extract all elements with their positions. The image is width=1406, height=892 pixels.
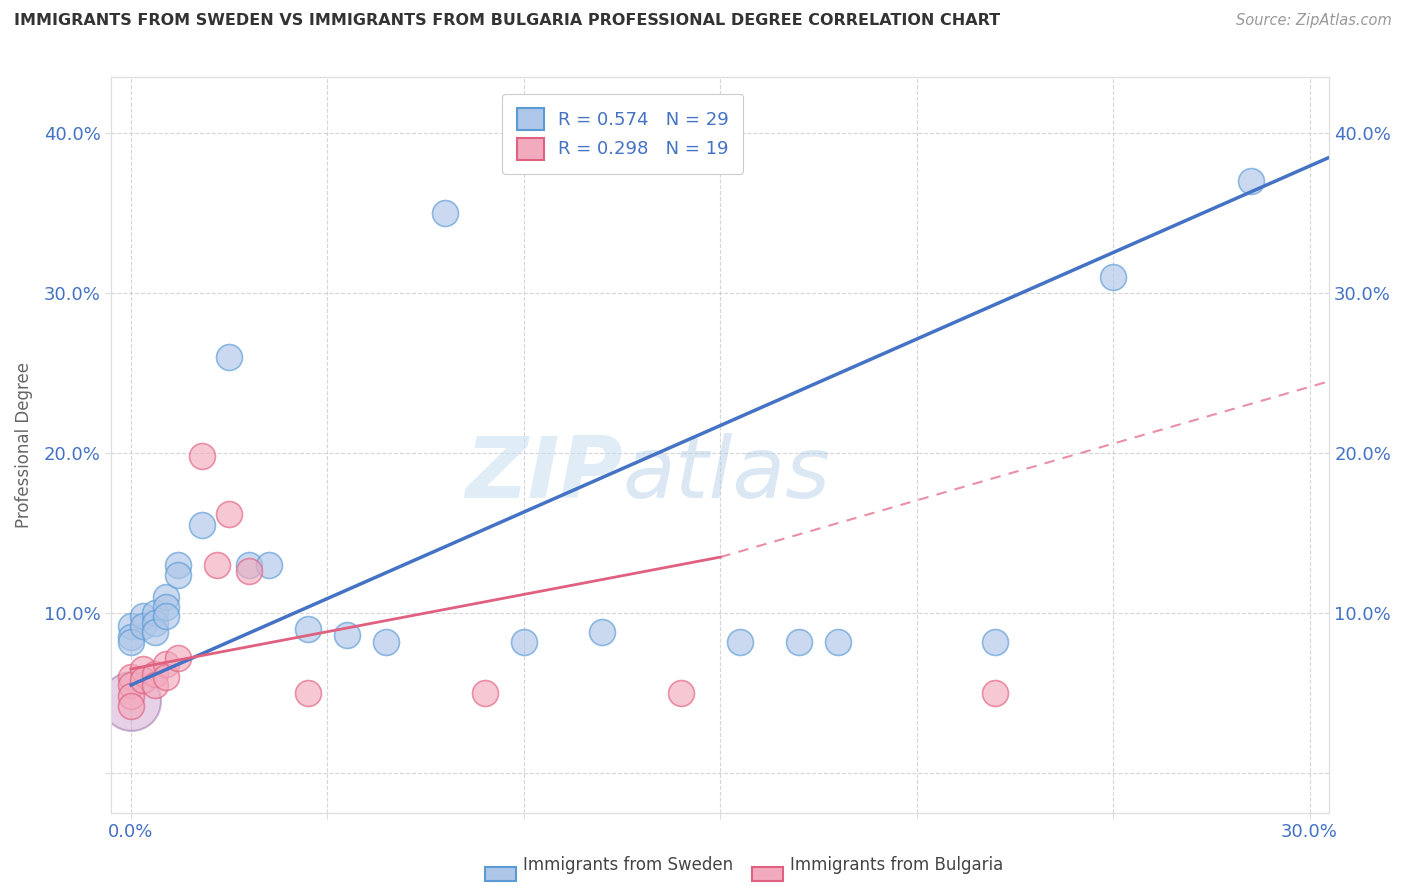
Point (143, 666, 166, 681)
Point (143, 615, 166, 630)
Point (238, 558, 260, 573)
Point (513, 635, 536, 649)
Point (218, 507, 240, 521)
Point (190, 518, 212, 533)
Text: IMMIGRANTS FROM SWEDEN VS IMMIGRANTS FROM BULGARIA PROFESSIONAL DEGREE CORRELATI: IMMIGRANTS FROM SWEDEN VS IMMIGRANTS FRO… (14, 13, 1000, 29)
Point (120, 670, 142, 684)
Legend: R = 0.574   N = 29, R = 0.298   N = 19: R = 0.574 N = 29, R = 0.298 N = 19 (502, 94, 744, 174)
Point (592, 625, 614, 640)
Point (167, 650, 190, 665)
Point (120, 689, 142, 703)
Point (257, 558, 280, 573)
Point (120, 694, 142, 708)
Point (155, 590, 177, 604)
Point (1102, 270, 1125, 285)
Point (132, 619, 155, 633)
Point (120, 619, 142, 633)
Point (167, 558, 190, 573)
Y-axis label: Professional Degree: Professional Degree (15, 362, 32, 528)
Point (155, 599, 177, 614)
Point (120, 630, 142, 644)
Point (132, 673, 155, 688)
Text: Immigrants from Sweden: Immigrants from Sweden (523, 856, 733, 874)
Point (143, 625, 166, 640)
Point (787, 635, 810, 649)
Point (218, 350, 240, 364)
Point (120, 678, 142, 692)
Point (984, 686, 1007, 700)
Text: Source: ZipAtlas.com: Source: ZipAtlas.com (1236, 13, 1392, 29)
Point (167, 567, 190, 582)
Point (984, 635, 1007, 649)
Point (155, 670, 177, 684)
Point (155, 609, 177, 624)
Point (143, 606, 166, 620)
Point (155, 657, 177, 672)
Text: Immigrants from Bulgaria: Immigrants from Bulgaria (790, 856, 1004, 874)
Point (190, 450, 212, 464)
Text: atlas: atlas (623, 434, 831, 516)
Point (827, 635, 849, 649)
Point (143, 678, 166, 692)
Point (1240, 174, 1263, 188)
Point (297, 622, 319, 636)
Point (297, 686, 319, 700)
Point (336, 628, 359, 642)
Point (120, 635, 142, 649)
Point (669, 686, 692, 700)
Point (120, 698, 142, 713)
Point (474, 686, 496, 700)
Point (375, 635, 398, 649)
Point (132, 662, 155, 676)
Point (207, 558, 229, 573)
Point (434, 206, 457, 220)
Text: ZIP: ZIP (465, 434, 623, 516)
Point (132, 609, 155, 624)
Point (728, 635, 751, 649)
Point (238, 565, 260, 579)
